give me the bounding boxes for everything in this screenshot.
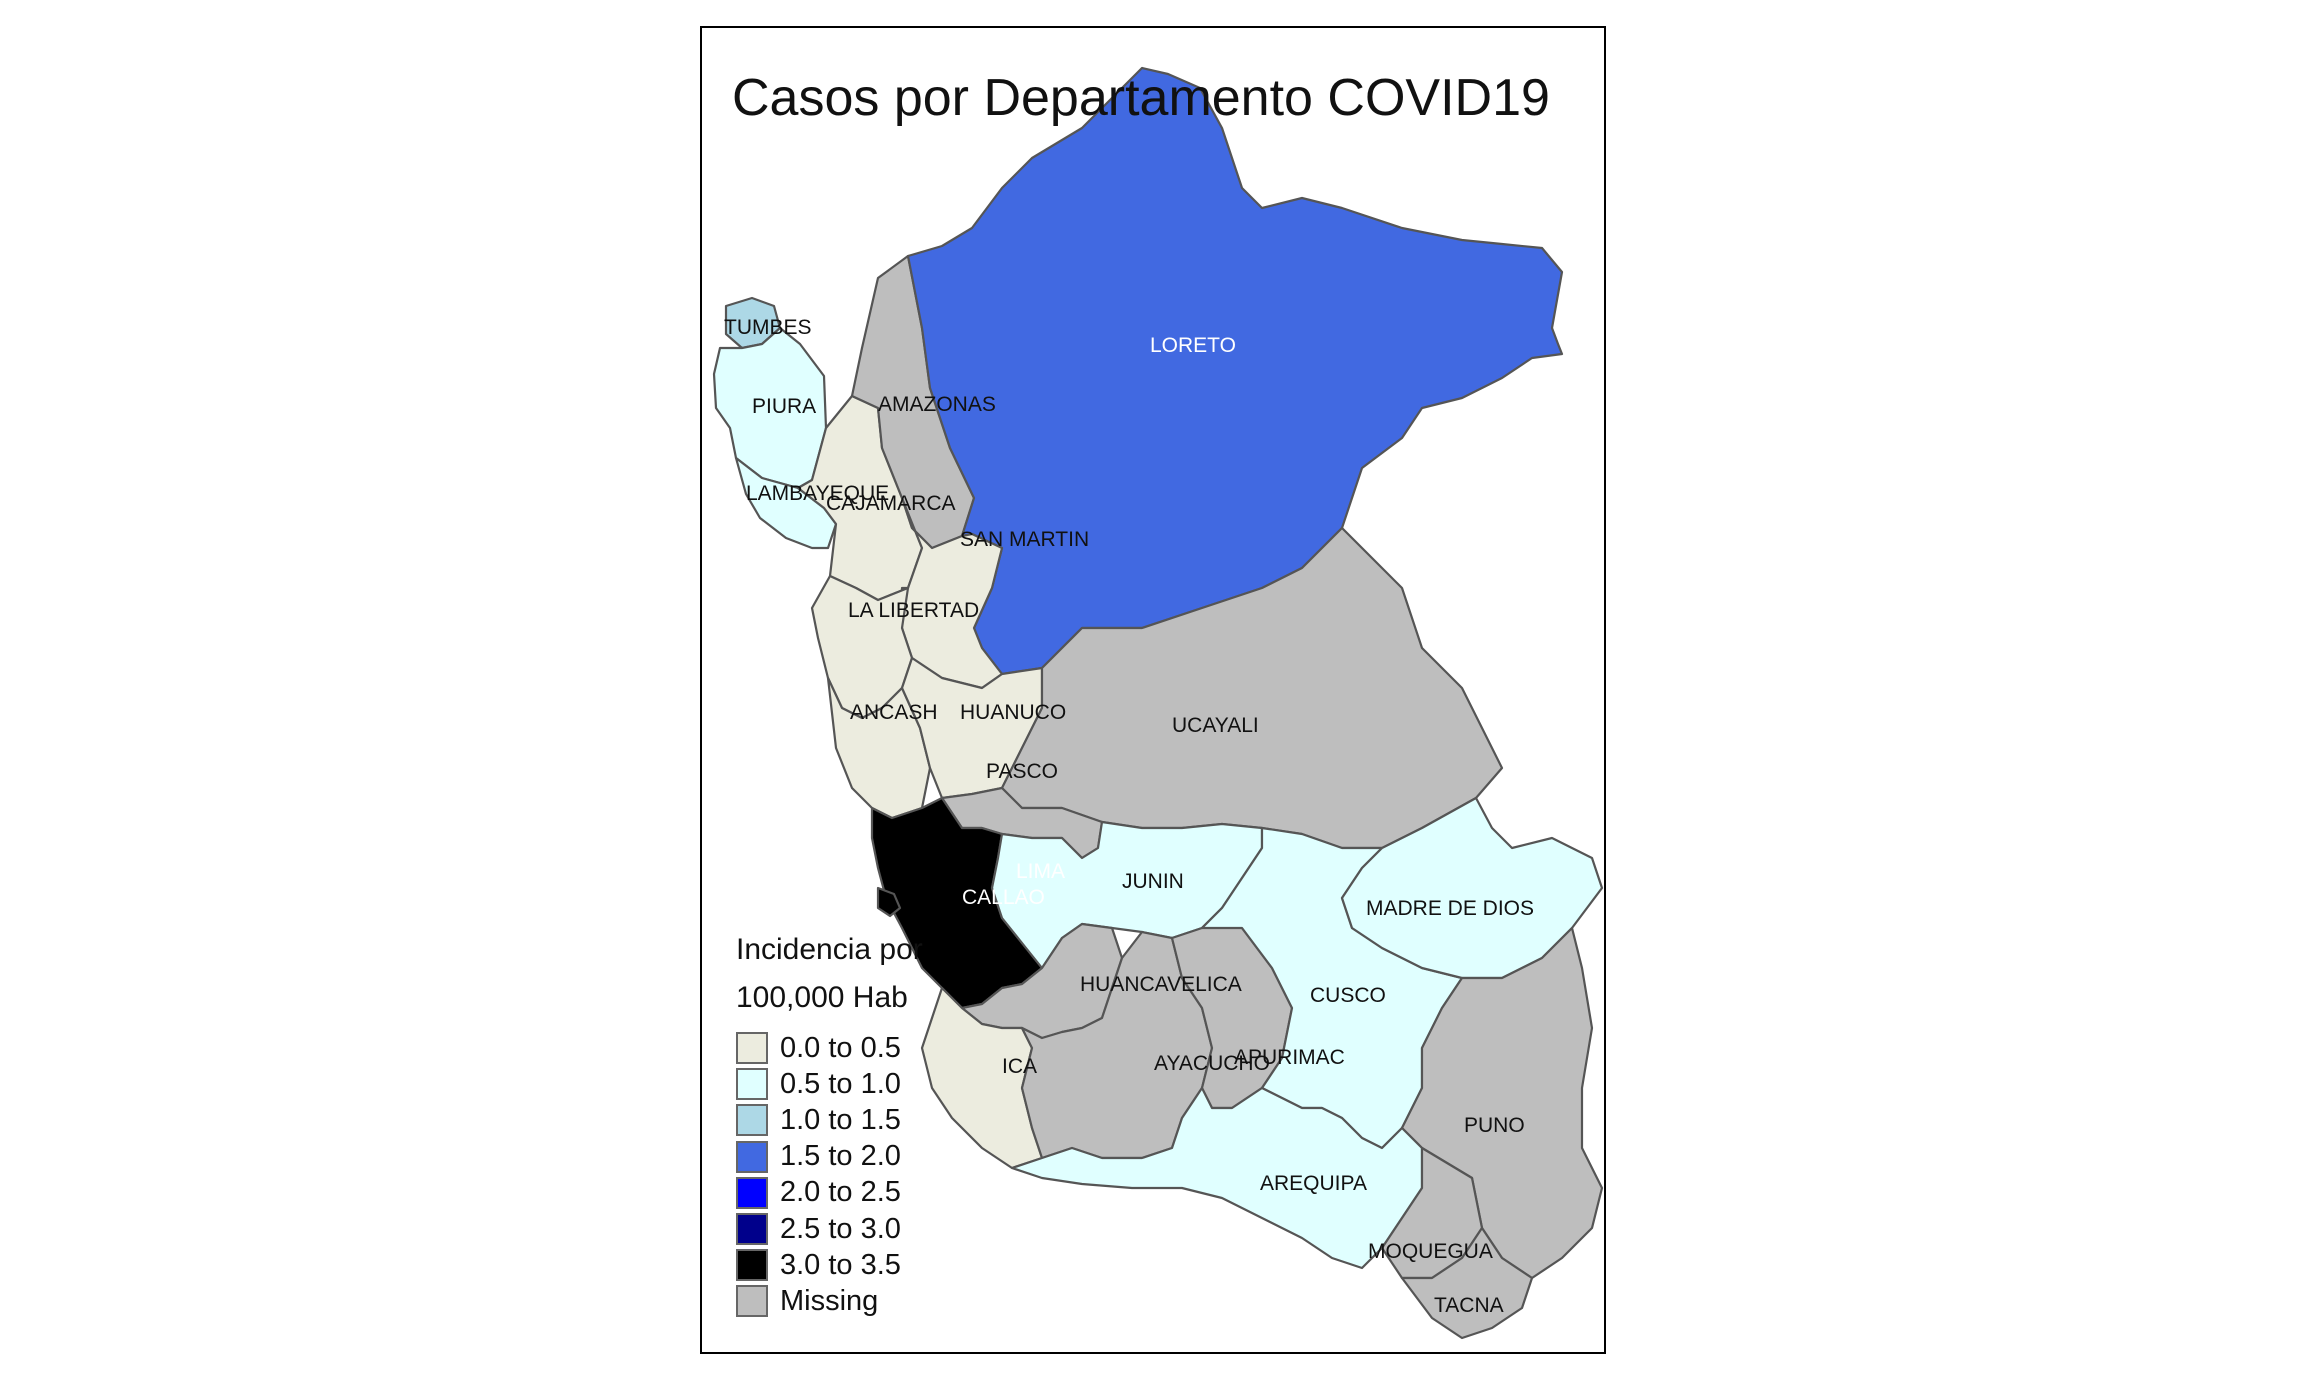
legend-item: 0.5 to 1.0 [736, 1066, 923, 1102]
region-label-loreto: LORETO [1150, 334, 1236, 357]
region-label-huanuco: HUANUCO [960, 701, 1066, 724]
region-label-callao: CALLAO [962, 886, 1045, 909]
region-loreto [906, 66, 1564, 676]
legend-items: 0.0 to 0.5 0.5 to 1.0 1.0 to 1.5 1.5 to 2.0… [736, 1030, 923, 1320]
legend-label: 0.0 to 0.5 [780, 1031, 901, 1064]
region-label-junin: JUNIN [1122, 870, 1184, 893]
legend-swatch [736, 1176, 768, 1209]
region-label-la-libertad: LA LIBERTAD [848, 599, 979, 622]
legend-swatch [736, 1249, 768, 1282]
region-label-huancavelica: HUANCAVELICA [1080, 973, 1242, 996]
legend-label: 3.0 to 3.5 [780, 1248, 901, 1281]
region-label-amazonas: AMAZONAS [878, 393, 996, 416]
map-title: Casos por Departamento COVID19 [732, 69, 1550, 127]
region-label-ica: ICA [1002, 1055, 1037, 1078]
legend-item: 0.0 to 0.5 [736, 1030, 923, 1066]
region-label-san-martin: SAN MARTIN [960, 528, 1089, 551]
legend-label: 2.0 to 2.5 [780, 1176, 901, 1209]
legend-label: Missing [780, 1284, 879, 1317]
legend-swatch [736, 1285, 768, 1318]
legend-title-line2: 100,000 Hab [736, 981, 908, 1014]
region-label-lambayeque: LAMBAYEQUE [746, 482, 889, 505]
region-label-tacna: TACNA [1434, 1294, 1504, 1317]
legend-swatch [736, 1104, 768, 1137]
legend-label: 0.5 to 1.0 [780, 1067, 901, 1100]
legend: Incidencia por 100,000 Hab 0.0 to 0.5 0.5… [736, 926, 923, 1320]
map-frame: TUMBES PIURA LAMBAYEQUE CAJAMARCA AMAZONAS LO… [700, 26, 1606, 1354]
legend-item: 1.5 to 2.0 [736, 1139, 923, 1175]
legend-swatch [736, 1213, 768, 1246]
legend-swatch [736, 1032, 768, 1065]
legend-item: 1.0 to 1.5 [736, 1102, 923, 1138]
region-label-apurimac: APURIMAC [1234, 1046, 1345, 1069]
region-label-ucayali: UCAYALI [1172, 714, 1259, 737]
region-callao [876, 886, 902, 918]
region-san-martin [900, 496, 1004, 690]
region-label-cajamarca: CAJAMARCA [826, 492, 956, 515]
legend-title-line1: Incidencia por [736, 933, 923, 966]
region-madre-de-dios [1340, 796, 1604, 980]
region-label-madre-de-dios: MADRE DE DIOS [1366, 897, 1534, 920]
regions-layer [712, 66, 1604, 1340]
legend-swatch [736, 1140, 768, 1173]
legend-item: 2.5 to 3.0 [736, 1211, 923, 1247]
legend-title: Incidencia por 100,000 Hab [736, 926, 923, 1022]
region-tacna [1400, 1226, 1534, 1340]
region-label-moquegua: MOQUEGUA [1368, 1240, 1493, 1263]
region-label-lima: LIMA [1016, 860, 1065, 883]
legend-item: Missing [736, 1283, 923, 1319]
legend-swatch [736, 1068, 768, 1101]
region-label-cusco: CUSCO [1310, 984, 1386, 1007]
region-label-arequipa: AREQUIPA [1260, 1172, 1367, 1195]
region-label-pasco: PASCO [986, 760, 1058, 783]
legend-label: 1.0 to 1.5 [780, 1103, 901, 1136]
region-label-ancash: ANCASH [850, 701, 938, 724]
region-label-tumbes: TUMBES [724, 316, 812, 339]
legend-item: 3.0 to 3.5 [736, 1247, 923, 1283]
legend-label: 1.5 to 2.0 [780, 1140, 901, 1173]
legend-item: 2.0 to 2.5 [736, 1175, 923, 1211]
region-arequipa [1010, 1086, 1424, 1270]
region-label-ayacucho: AYACUCHO [1154, 1052, 1270, 1075]
region-label-piura: PIURA [752, 395, 816, 418]
legend-label: 2.5 to 3.0 [780, 1212, 901, 1245]
region-label-puno: PUNO [1464, 1114, 1525, 1137]
region-lambayeque [734, 456, 838, 550]
